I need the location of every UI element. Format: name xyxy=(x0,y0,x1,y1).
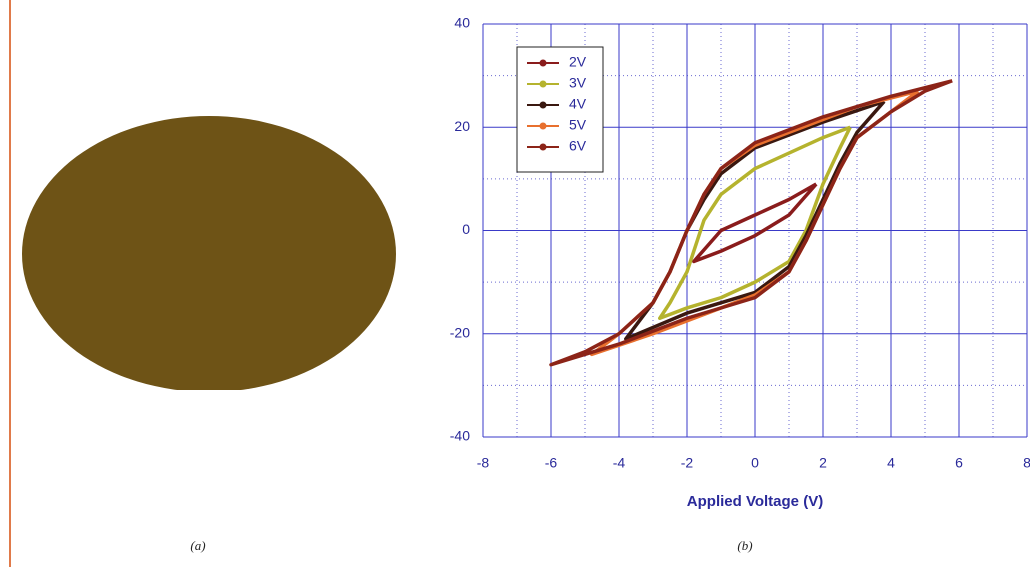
series-line xyxy=(551,81,952,365)
legend-marker xyxy=(540,102,547,109)
legend-label: 2V xyxy=(569,54,587,70)
x-tick-label: -4 xyxy=(613,455,626,471)
legend-label: 5V xyxy=(569,117,587,133)
wafer-photo xyxy=(22,116,396,392)
x-tick-label: 2 xyxy=(819,455,827,471)
x-tick-label: 0 xyxy=(751,455,759,471)
figure: (a) (b) Applied Voltage (V) -8-6-4-20246… xyxy=(0,0,1030,567)
legend-label: 4V xyxy=(569,96,587,112)
y-tick-label: 40 xyxy=(454,15,470,31)
legend-marker xyxy=(540,144,547,151)
legend-label: 3V xyxy=(569,75,587,91)
x-tick-label: -8 xyxy=(477,455,490,471)
x-axis-title: Applied Voltage (V) xyxy=(687,493,823,510)
caption-a: (a) xyxy=(190,538,205,553)
legend-marker xyxy=(540,123,547,130)
y-tick-label: -40 xyxy=(450,428,470,444)
legend-box xyxy=(517,47,603,172)
x-tick-label: -6 xyxy=(545,455,558,471)
legend-marker xyxy=(540,60,547,67)
y-tick-label: 0 xyxy=(462,221,470,237)
legend-marker xyxy=(540,81,547,88)
x-tick-label: 4 xyxy=(887,455,895,471)
x-tick-label: 6 xyxy=(955,455,963,471)
x-tick-label: 8 xyxy=(1023,455,1030,471)
y-tick-label: 20 xyxy=(454,118,470,134)
caption-b: (b) xyxy=(737,538,752,553)
y-tick-label: -20 xyxy=(450,324,470,340)
legend-label: 6V xyxy=(569,138,587,154)
x-tick-label: -2 xyxy=(681,455,694,471)
